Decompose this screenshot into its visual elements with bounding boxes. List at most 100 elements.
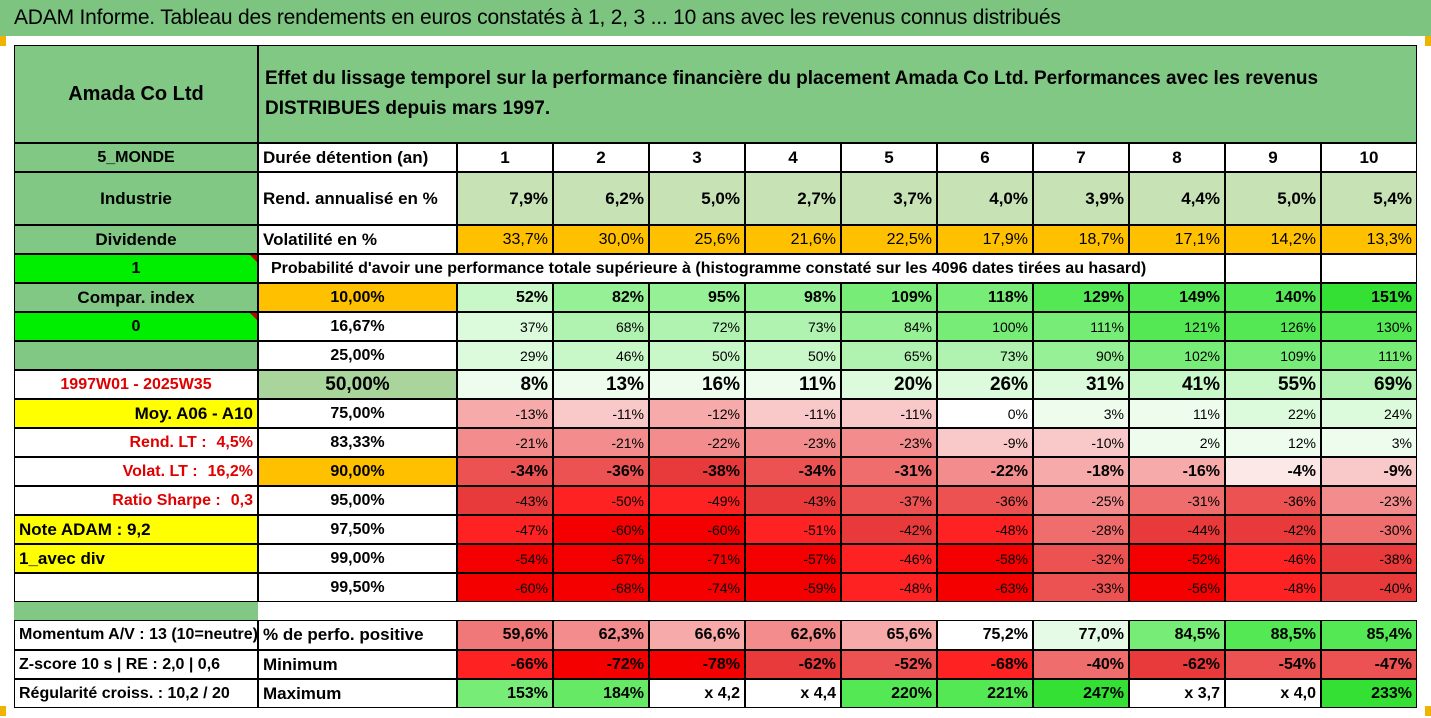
quantile-value: 90%: [1033, 341, 1129, 370]
region-label: 5_MONDE: [14, 143, 258, 172]
rend-value: 4,0%: [937, 172, 1033, 225]
vol-value: 17,1%: [1129, 225, 1225, 254]
quantile-label: 50,00%: [258, 370, 457, 399]
quantile-value: -46%: [1225, 544, 1321, 573]
quantile-value: 95%: [649, 283, 745, 312]
quantile-value: 118%: [937, 283, 1033, 312]
stat-value: -72%: [553, 650, 649, 679]
stat-label: Maximum: [258, 679, 457, 708]
report-title: ADAM Informe. Tableau des rendements en …: [0, 0, 1431, 36]
rend-value: 2,7%: [745, 172, 841, 225]
stat-value: 221%: [937, 679, 1033, 708]
quantile-value: -38%: [1321, 544, 1417, 573]
quantile-value: 100%: [937, 312, 1033, 341]
quantile-value: -33%: [1033, 573, 1129, 602]
quantile-value: -18%: [1033, 457, 1129, 486]
year-header: 9: [1225, 143, 1321, 172]
stat-label: % de perfo. positive: [258, 620, 457, 650]
volat-lt-label: Volat. LT : 16,2%: [14, 457, 258, 486]
quantile-value: -36%: [937, 486, 1033, 515]
empty-cell: [1321, 254, 1417, 283]
momentum-label: Momentum A/V : 13 (10=neutre): [14, 620, 258, 650]
quantile-label: 83,33%: [258, 428, 457, 457]
stat-value: -78%: [649, 650, 745, 679]
stat-value: 233%: [1321, 679, 1417, 708]
quantile-value: 111%: [1033, 312, 1129, 341]
quantile-value: 50%: [649, 341, 745, 370]
stat-value: x 4,4: [745, 679, 841, 708]
rend-value: 4,4%: [1129, 172, 1225, 225]
stat-value: x 4,2: [649, 679, 745, 708]
year-header: 10: [1321, 143, 1417, 172]
quantile-value: -57%: [745, 544, 841, 573]
quantile-value: -23%: [841, 428, 937, 457]
quantile-label: 16,67%: [258, 312, 457, 341]
quantile-value: 109%: [841, 283, 937, 312]
quantile-value: 149%: [1129, 283, 1225, 312]
rend-label: Rend. annualisé en %: [258, 172, 457, 225]
quantile-value: 140%: [1225, 283, 1321, 312]
quantile-value: 29%: [457, 341, 553, 370]
quantile-value: 102%: [1129, 341, 1225, 370]
value-one-cell: 1: [14, 254, 258, 283]
quantile-value: 13%: [553, 370, 649, 399]
quantile-value: 121%: [1129, 312, 1225, 341]
stat-value: 77,0%: [1033, 620, 1129, 650]
rend-lt-caption: Rend. LT :: [129, 433, 207, 451]
sharpe-caption: Ratio Sharpe :: [112, 491, 221, 509]
quantile-value: -44%: [1129, 515, 1225, 544]
quantile-value: -48%: [841, 573, 937, 602]
quantile-label: 99,00%: [258, 544, 457, 573]
rend-lt-label: Rend. LT : 4,5%: [14, 428, 258, 457]
quantile-value: -23%: [745, 428, 841, 457]
vol-value: 14,2%: [1225, 225, 1321, 254]
rend-value: 5,0%: [649, 172, 745, 225]
quantile-value: 22%: [1225, 399, 1321, 428]
year-header: 7: [1033, 143, 1129, 172]
quantile-value: -32%: [1033, 544, 1129, 573]
quantile-label: 99,50%: [258, 573, 457, 602]
quantile-value: 84%: [841, 312, 937, 341]
quantile-value: -16%: [1129, 457, 1225, 486]
quantile-value: -21%: [553, 428, 649, 457]
stat-value: -62%: [1129, 650, 1225, 679]
quantile-value: -49%: [649, 486, 745, 515]
quantile-value: -31%: [841, 457, 937, 486]
stat-value: -52%: [841, 650, 937, 679]
quantile-value: 151%: [1321, 283, 1417, 312]
quantile-value: 98%: [745, 283, 841, 312]
regularite-label: Régularité croiss. : 10,2 / 20: [14, 679, 258, 708]
rend-value: 5,4%: [1321, 172, 1417, 225]
quantile-value: 11%: [1129, 399, 1225, 428]
stat-value: 184%: [553, 679, 649, 708]
avec-div-label: 1_avec div: [14, 544, 258, 573]
stat-value: -62%: [745, 650, 841, 679]
vol-value: 18,7%: [1033, 225, 1129, 254]
rend-value: 3,9%: [1033, 172, 1129, 225]
quantile-value: -46%: [841, 544, 937, 573]
quantile-value: 37%: [457, 312, 553, 341]
quantile-value: -22%: [649, 428, 745, 457]
quantile-value: 130%: [1321, 312, 1417, 341]
quantile-value: 3%: [1033, 399, 1129, 428]
quantile-value: -47%: [457, 515, 553, 544]
rend-value: 5,0%: [1225, 172, 1321, 225]
moy-label: Moy. A06 - A10: [14, 399, 258, 428]
quantile-value: -9%: [937, 428, 1033, 457]
quantile-value: -36%: [1225, 486, 1321, 515]
stat-value: -66%: [457, 650, 553, 679]
stat-value: 220%: [841, 679, 937, 708]
period-label: 1997W01 - 2025W35: [14, 370, 258, 399]
vol-value: 33,7%: [457, 225, 553, 254]
compar-index-label: Compar. index: [14, 283, 258, 312]
quantile-value: -52%: [1129, 544, 1225, 573]
quantile-value: 73%: [937, 341, 1033, 370]
quantile-value: -67%: [553, 544, 649, 573]
quantile-value: -12%: [649, 399, 745, 428]
performance-table: Amada Co Ltd Effet du lissage temporel su…: [14, 45, 1417, 715]
quantile-value: -56%: [1129, 573, 1225, 602]
quantile-value: -42%: [841, 515, 937, 544]
quantile-value: -31%: [1129, 486, 1225, 515]
stat-value: x 3,7: [1129, 679, 1225, 708]
quantile-value: 111%: [1321, 341, 1417, 370]
